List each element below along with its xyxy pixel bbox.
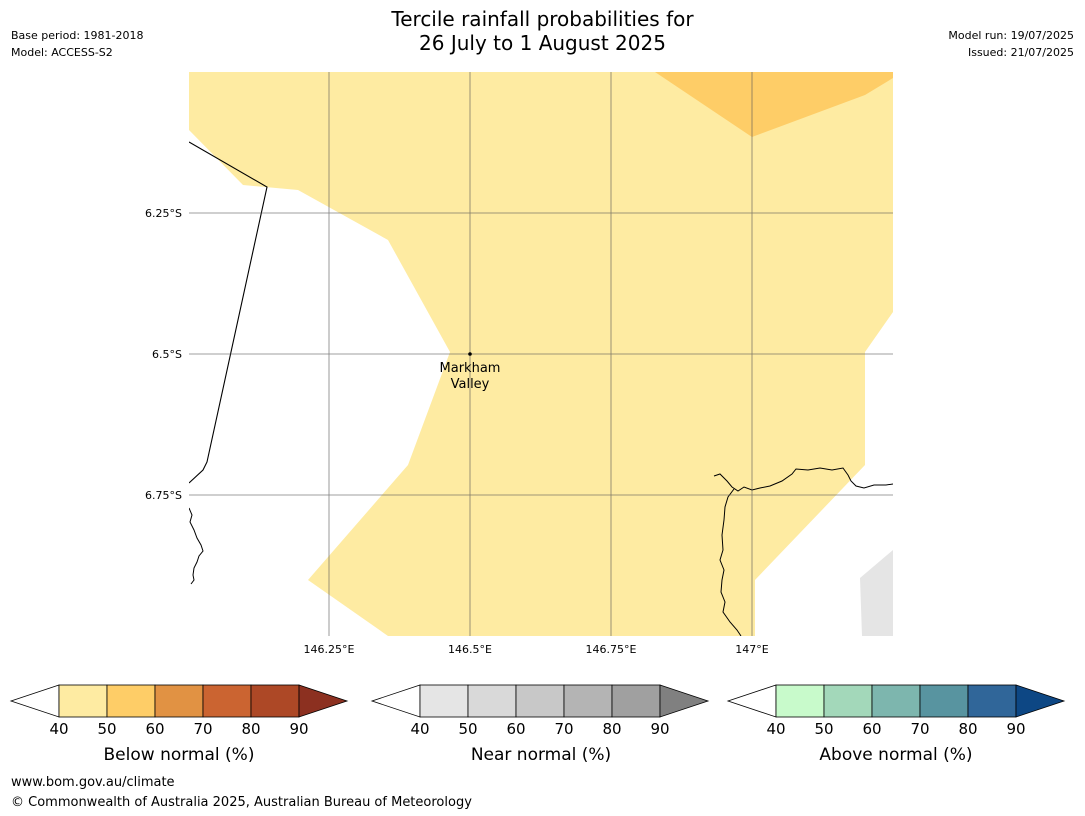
colorbar-near-segment — [515, 684, 565, 718]
lon-label: 146.5°E — [448, 643, 492, 656]
page-title: Tercile rainfall probabilities for 26 Ju… — [0, 7, 1085, 55]
coastline-east — [713, 467, 893, 492]
colorbar-below-min-extension — [9, 684, 60, 718]
colorbar-above-min-extension — [726, 684, 777, 718]
colorbar-above-tick-label: 40 — [766, 720, 785, 738]
graticule — [189, 72, 893, 636]
place-label-line-2: Valley — [451, 377, 490, 392]
colorbar-below-segment — [106, 684, 156, 718]
base-period: Base period: 1981-2018 — [11, 29, 144, 42]
colorbar-below-segment — [250, 684, 300, 718]
colorbar-near-tick-label: 80 — [602, 720, 621, 738]
colorbar-below-max-extension — [298, 684, 349, 718]
colorbar-above-segment — [775, 684, 825, 718]
colorbar-label-above: Above normal (%) — [819, 745, 973, 765]
lat-label: 6.25°S — [145, 207, 182, 220]
colorbar-below-tick-label: 80 — [241, 720, 260, 738]
colorbar-group: 40 50 60 70 80 90 40 50 60 70 80 90 40 50 60 70 80 90 — [9, 684, 1066, 738]
colorbar-near-tick-label: 70 — [554, 720, 573, 738]
lon-label: 146.25°E — [304, 643, 355, 656]
footer-copyright: © Commonwealth of Australia 2025, Austra… — [11, 795, 472, 810]
colorbar-below-tick-label: 40 — [49, 720, 68, 738]
lat-label: 6.75°S — [145, 489, 182, 502]
issued-date: Issued: 21/07/2025 — [967, 46, 1074, 59]
colorbar-near-max-extension — [659, 684, 710, 718]
colorbar-below-tick-label: 60 — [145, 720, 164, 738]
model-run: Model run: 19/07/2025 — [948, 29, 1074, 42]
colorbar-below-segment — [202, 684, 252, 718]
markham-valley-marker — [468, 352, 472, 356]
colorbar-near-tick-label: 50 — [458, 720, 477, 738]
coastline-west — [189, 507, 204, 585]
colorbar-above-segment — [967, 684, 1017, 718]
river-line — [719, 488, 742, 636]
colorbar-near-segment — [467, 684, 517, 718]
place-label-line-1: Markham — [440, 361, 501, 376]
colorbar-above-tick-label: 90 — [1006, 720, 1025, 738]
colorbar-below-segment — [58, 684, 108, 718]
colorbar-above-segment — [823, 684, 873, 718]
meta-right: Model run: 19/07/2025 Issued: 21/07/2025 — [948, 27, 1074, 61]
colorbar-label-near: Near normal (%) — [470, 745, 612, 765]
colorbar-above-tick-label: 50 — [814, 720, 833, 738]
colorbar-near-segment — [611, 684, 661, 718]
footer-url[interactable]: www.bom.gov.au/climate — [11, 775, 175, 790]
colorbar-near-min-extension — [370, 684, 421, 718]
meta-left: Base period: 1981-2018 Model: ACCESS-S2 — [11, 27, 143, 61]
colorbar-below-tick-label: 70 — [193, 720, 212, 738]
colorbar-near-tick-label: 90 — [650, 720, 669, 738]
colorbar-below-tick-label: 50 — [97, 720, 116, 738]
colorbar-near-segment — [563, 684, 613, 718]
border-line — [189, 141, 268, 484]
colorbar-above-max-extension — [1015, 684, 1066, 718]
colorbar-below-segment — [154, 684, 204, 718]
title-line-2: 26 July to 1 August 2025 — [419, 31, 666, 55]
colorbar-above-segment — [871, 684, 921, 718]
model-name: Model: ACCESS-S2 — [11, 46, 113, 59]
colorbar-below-tick-label: 90 — [289, 720, 308, 738]
colorbar-near-tick-label: 40 — [410, 720, 429, 738]
colorbar-near-tick-label: 60 — [506, 720, 525, 738]
title-line-1: Tercile rainfall probabilities for — [391, 7, 694, 31]
below-normal-50-60-area — [655, 72, 893, 137]
colorbar-above-tick-label: 80 — [958, 720, 977, 738]
colorbar-near-segment — [419, 684, 469, 718]
colorbar-label-below: Below normal (%) — [103, 745, 255, 765]
lon-label: 147°E — [735, 643, 768, 656]
colorbar-above-tick-label: 60 — [862, 720, 881, 738]
near-normal-40-50-area — [860, 550, 893, 636]
colorbar-above-tick-label: 70 — [910, 720, 929, 738]
lon-label: 146.75°E — [586, 643, 637, 656]
lat-label: 6.5°S — [152, 348, 182, 361]
colorbar-above-segment — [919, 684, 969, 718]
